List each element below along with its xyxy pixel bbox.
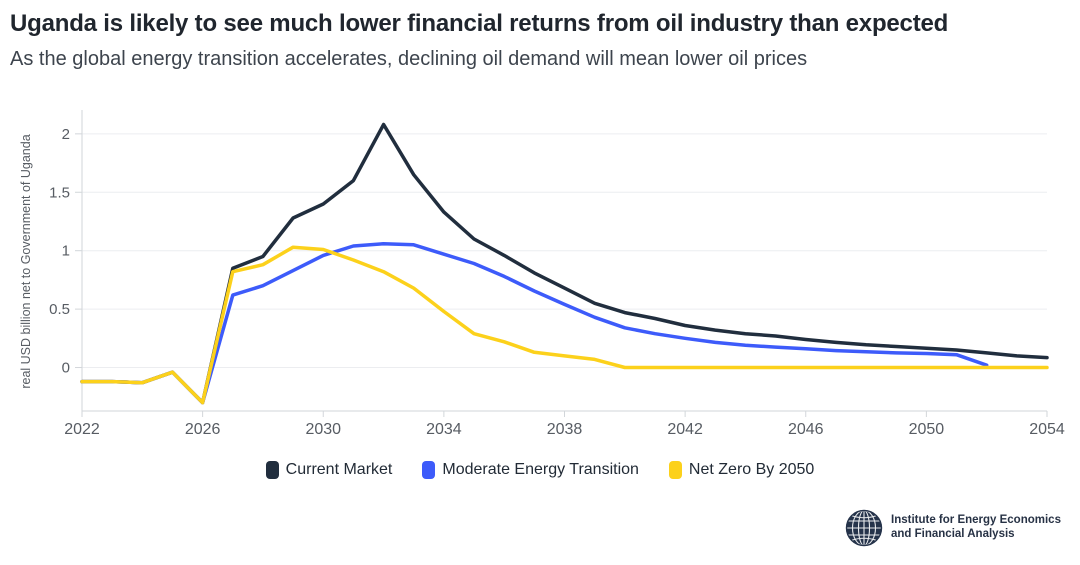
legend-label: Current Market: [285, 461, 393, 478]
x-tick-label: 2038: [547, 421, 583, 438]
y-tick-label: 1.5: [49, 184, 70, 201]
x-tick-label: 2054: [1029, 421, 1065, 438]
legend-swatch-icon: [422, 461, 436, 479]
chart-legend: Current Market Moderate Energy Transitio…: [0, 461, 1080, 479]
page-subtitle: As the global energy transition accelera…: [10, 47, 808, 70]
series-line-1[interactable]: [80, 241, 989, 405]
series-line-0[interactable]: [80, 122, 1049, 405]
y-tick-label: 1: [62, 243, 70, 260]
ieefa-name-line1: Institute for Energy Economics: [891, 514, 1061, 527]
legend-label: Moderate Energy Transition: [442, 461, 639, 478]
x-tick-label: 2050: [909, 421, 945, 438]
series-line-2[interactable]: [80, 245, 1049, 405]
legend-item-net-zero-by-2050[interactable]: Net Zero By 2050: [668, 461, 815, 479]
x-tick-label: 2034: [426, 421, 462, 438]
ieefa-name-line2: and Financial Analysis: [891, 528, 1015, 540]
legend-item-current-market[interactable]: Current Market: [265, 461, 393, 479]
ieefa-name: Institute for Energy Economics and Finan…: [891, 514, 1061, 541]
legend-swatch-icon: [265, 461, 279, 479]
page-title: Uganda is likely to see much lower finan…: [10, 10, 949, 37]
legend-item-moderate-energy-transition[interactable]: Moderate Energy Transition: [422, 461, 639, 479]
chart-header: Uganda is likely to see much lower finan…: [10, 10, 1070, 72]
y-tick-label: 0.5: [49, 301, 70, 318]
y-tick-label: 0: [62, 360, 70, 377]
x-tick-label: 2046: [788, 421, 824, 438]
y-tick-label: 2: [62, 126, 70, 143]
x-tick-label: 2026: [185, 421, 221, 438]
y-axis-title: real USD billion net to Government of Ug…: [19, 134, 33, 388]
ieefa-logo: Institute for Energy Economics and Finan…: [843, 507, 1061, 549]
x-tick-label: 2042: [667, 421, 703, 438]
x-tick-label: 2030: [305, 421, 341, 438]
globe-icon: [845, 509, 883, 547]
legend-label: Net Zero By 2050: [688, 461, 815, 478]
legend-swatch-icon: [668, 461, 682, 479]
x-tick-label: 2022: [64, 421, 100, 438]
